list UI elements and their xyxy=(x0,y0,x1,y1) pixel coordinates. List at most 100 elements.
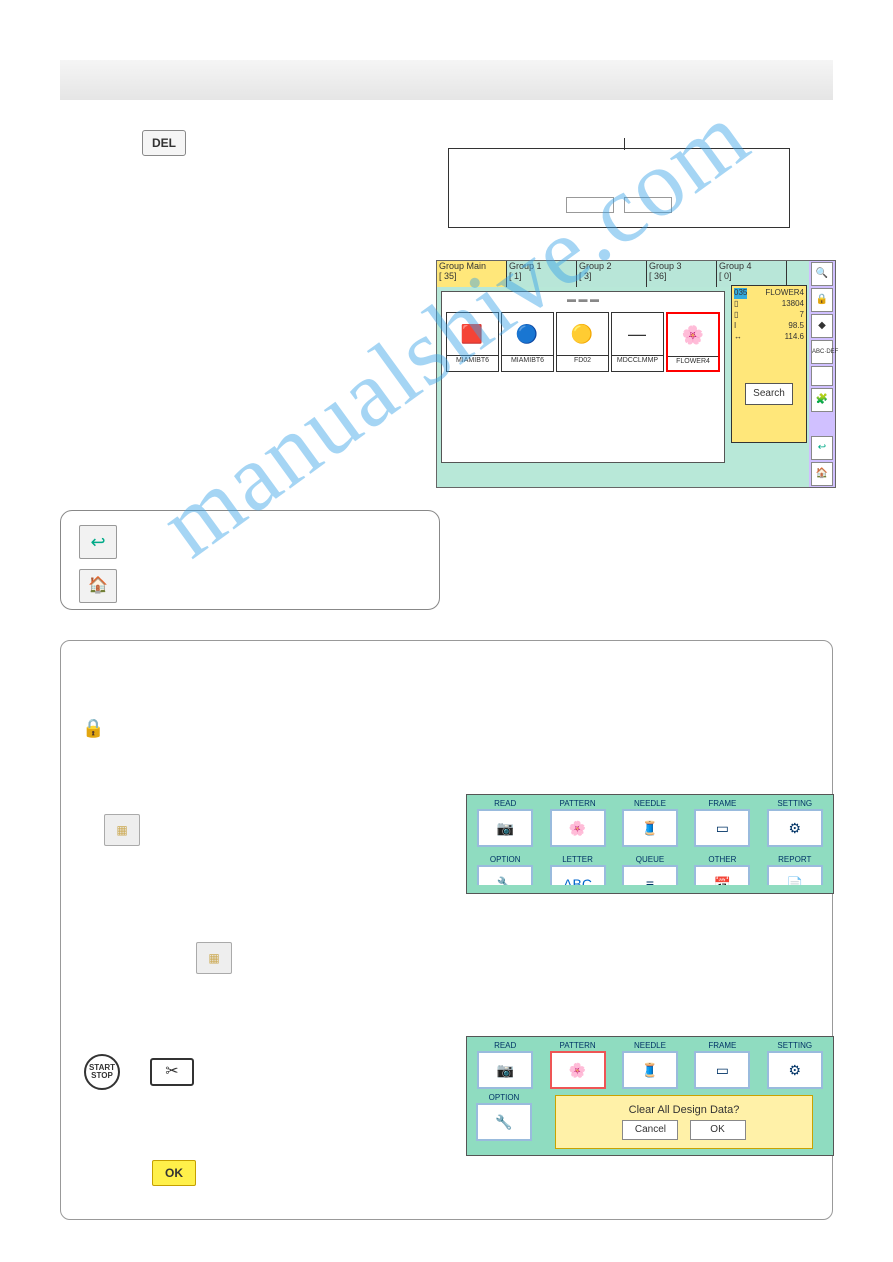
tab-group-4[interactable]: Group 4[ 0] xyxy=(717,261,787,287)
setting-icon: ⚙ xyxy=(767,809,823,847)
dialog-cancel-button[interactable]: Cancel xyxy=(622,1120,678,1140)
menu-label: QUEUE xyxy=(619,855,681,864)
tab-group-2[interactable]: Group 2[ 3] xyxy=(577,261,647,287)
tab-label: Group 1 xyxy=(509,261,542,271)
menu-report[interactable]: REPORT📄 xyxy=(764,855,826,881)
needle-icon: 🧵 xyxy=(622,1051,678,1089)
menu-other[interactable]: OTHER📅 xyxy=(691,855,753,881)
back-button-icon[interactable]: ↩ xyxy=(79,525,117,559)
thumb-label: FLOWER4 xyxy=(668,356,718,366)
callout-btn-right[interactable] xyxy=(624,197,672,213)
menu-pattern[interactable]: PATTERN🌸 xyxy=(547,799,609,847)
menu-option[interactable]: OPTION🔧 xyxy=(473,1093,535,1141)
thumb-mdcclmmp[interactable]: —MDCCLMMP xyxy=(611,312,664,372)
menu-label: PATTERN xyxy=(547,1041,609,1050)
setting-icon: ⚙ xyxy=(767,1051,823,1089)
menu-letter[interactable]: LETTERABC xyxy=(547,855,609,881)
thumb-icon: 🔵 xyxy=(502,313,552,355)
menu-setting[interactable]: SETTING⚙ xyxy=(764,799,826,847)
menu-needle[interactable]: NEEDLE🧵 xyxy=(619,799,681,847)
menu-label: REPORT xyxy=(764,855,826,864)
thumb-miamibt6-1[interactable]: 🟥MIAMIBT6 xyxy=(446,312,499,372)
needle-icon: 🧵 xyxy=(622,809,678,847)
tab-row: Group Main[ 35] Group 1[ 1] Group 2[ 3] … xyxy=(437,261,835,287)
scissor-button[interactable]: ✂ xyxy=(150,1058,194,1086)
tab-group-1[interactable]: Group 1[ 1] xyxy=(507,261,577,287)
thumb-flower4[interactable]: 🌸FLOWER4 xyxy=(666,312,720,372)
lock-icon: 🔒 xyxy=(82,718,104,739)
tab-label: Group 2 xyxy=(579,261,612,271)
ok-button[interactable]: OK xyxy=(152,1160,196,1186)
thumb-label: FD02 xyxy=(557,355,608,365)
menu-label: SETTING xyxy=(764,1041,826,1050)
thumb-icon: 🌸 xyxy=(668,314,718,356)
menu-frame[interactable]: FRAME▭ xyxy=(691,799,753,847)
callout-box xyxy=(448,148,790,228)
option-icon: 🔧 xyxy=(477,865,533,885)
menu-tile-button-1[interactable]: ▦ xyxy=(104,814,140,846)
clear-dialog: Clear All Design Data? Cancel OK xyxy=(555,1095,813,1149)
back-icon[interactable]: ↩ xyxy=(811,436,833,460)
menu-queue[interactable]: QUEUE≡ xyxy=(619,855,681,881)
tab-count: [ 3] xyxy=(579,271,592,281)
thumb-miamibt6-2[interactable]: 🔵MIAMIBT6 xyxy=(501,312,554,372)
menu-read[interactable]: READ📷 xyxy=(474,799,536,847)
tab-count: [ 1] xyxy=(509,271,522,281)
menu-label: SETTING xyxy=(764,799,826,808)
callout-btn-left[interactable] xyxy=(566,197,614,213)
info-val: 98.5 xyxy=(788,321,804,332)
other-icon: 📅 xyxy=(694,865,750,885)
lock-icon[interactable]: 🔒 xyxy=(811,288,833,312)
frame-icon: ▭ xyxy=(694,809,750,847)
abc-def-icon[interactable]: ABC·DEF xyxy=(811,340,833,364)
nav-info-box: ↩ 🏠 xyxy=(60,510,440,610)
puzzle-icon[interactable]: 🧩 xyxy=(811,388,833,412)
thumb-icon: 🟡 xyxy=(557,313,607,355)
menu-option[interactable]: OPTION🔧 xyxy=(474,855,536,881)
menu-read[interactable]: READ📷 xyxy=(474,1041,536,1089)
info-val: FLOWER4 xyxy=(765,288,804,299)
menu-pattern[interactable]: PATTERN🌸 xyxy=(547,1041,609,1089)
info-val: 13804 xyxy=(782,299,804,310)
menu-label: NEEDLE xyxy=(619,1041,681,1050)
thumb-label: MIAMIBT6 xyxy=(502,355,553,365)
menu-tile-button-2[interactable]: ▦ xyxy=(196,942,232,974)
option-icon: 🔧 xyxy=(476,1103,532,1141)
header-bar xyxy=(60,60,833,100)
icon-column: 🔍 🔒 ◆ ABC·DEF 🧩 ↩ 🏠 xyxy=(809,261,835,487)
callout-line xyxy=(624,138,625,150)
search-icon[interactable]: 🔍 xyxy=(811,262,833,286)
menu-frame[interactable]: FRAME▭ xyxy=(691,1041,753,1089)
home-icon[interactable]: 🏠 xyxy=(811,462,833,486)
frame-icon: ▭ xyxy=(694,1051,750,1089)
tab-count: [ 0] xyxy=(719,271,732,281)
read-icon: 📷 xyxy=(477,809,533,847)
info-key: I xyxy=(734,321,736,332)
pattern-icon: 🌸 xyxy=(550,809,606,847)
read-icon: 📷 xyxy=(477,1051,533,1089)
menu-label: READ xyxy=(474,799,536,808)
home-button-icon[interactable]: 🏠 xyxy=(79,569,117,603)
screen-main-menu-2: READ📷 PATTERN🌸 NEEDLE🧵 FRAME▭ SETTING⚙ O… xyxy=(466,1036,834,1156)
tab-label: Group 4 xyxy=(719,261,752,271)
info-val: 7 xyxy=(800,310,804,321)
info-key: ▯ xyxy=(734,299,738,310)
start-stop-button[interactable]: STARTSTOP xyxy=(84,1054,120,1090)
tab-group-3[interactable]: Group 3[ 36] xyxy=(647,261,717,287)
diamond-icon[interactable]: ◆ xyxy=(811,314,833,338)
tab-group-main[interactable]: Group Main[ 35] xyxy=(437,261,507,287)
menu-label: READ xyxy=(474,1041,536,1050)
menu-setting[interactable]: SETTING⚙ xyxy=(764,1041,826,1089)
thumb-fd02[interactable]: 🟡FD02 xyxy=(556,312,609,372)
menu-label: OPTION xyxy=(474,855,536,864)
blank-icon[interactable] xyxy=(811,366,833,386)
thumb-label: MIAMIBT6 xyxy=(447,355,498,365)
info-key: 035 xyxy=(734,288,747,299)
del-button[interactable]: DEL xyxy=(142,130,186,156)
pattern-icon: 🌸 xyxy=(550,1051,606,1089)
menu-needle[interactable]: NEEDLE🧵 xyxy=(619,1041,681,1089)
menu-label: PATTERN xyxy=(547,799,609,808)
dialog-ok-button[interactable]: OK xyxy=(690,1120,746,1140)
search-button[interactable]: Search xyxy=(745,383,793,405)
menu-label: OPTION xyxy=(473,1093,535,1102)
